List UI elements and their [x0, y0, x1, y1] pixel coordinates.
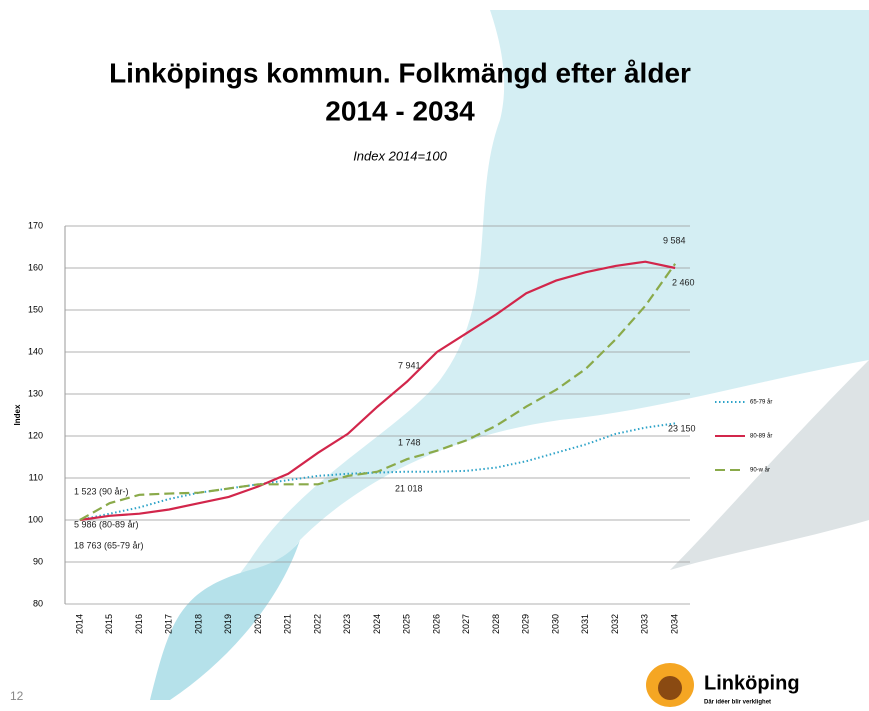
- logo: Linköping Där idéer blir verklighet: [646, 663, 800, 707]
- x-tick-label: 2031: [580, 614, 590, 634]
- x-tick-label: 2033: [640, 614, 650, 634]
- annotation: 23 150: [668, 423, 696, 433]
- x-tick-label: 2022: [312, 614, 322, 634]
- x-tick-label: 2025: [402, 614, 412, 634]
- annotation: 2 460: [672, 277, 695, 287]
- x-tick-label: 2032: [610, 614, 620, 634]
- y-tick-label: 130: [28, 388, 43, 398]
- x-tick-label: 2030: [550, 614, 560, 634]
- logo-name: Linköping: [704, 672, 800, 694]
- legend-label: 90-w år: [750, 467, 770, 474]
- x-tick-label: 2024: [372, 614, 382, 634]
- title: Linköpings kommun. Folkmängd efter ålder: [109, 57, 691, 88]
- x-tick-label: 2023: [342, 614, 352, 634]
- x-tick-label: 2017: [164, 614, 174, 634]
- annotation: 1 523 (90 år-): [74, 486, 129, 496]
- annotation: 7 941: [398, 360, 421, 370]
- annotation: 9 584: [663, 235, 686, 245]
- legend-label: 80-89 år: [750, 433, 772, 440]
- x-tick-label: 2019: [223, 614, 233, 634]
- subtitle: Index 2014=100: [353, 148, 447, 163]
- annotation: 21 018: [395, 483, 423, 493]
- logo-tagline: Där idéer blir verklighet: [704, 700, 771, 706]
- y-tick-label: 170: [28, 220, 43, 230]
- y-tick-label: 80: [33, 598, 43, 608]
- x-tick-label: 2015: [104, 614, 114, 634]
- x-tick-label: 2026: [431, 614, 441, 634]
- annotation: 18 763 (65-79 år): [74, 540, 144, 550]
- x-tick-label: 2034: [669, 614, 679, 634]
- y-tick-label: 160: [28, 262, 43, 272]
- annotation: 5 986 (80-89 år): [74, 519, 139, 529]
- slide: Linköpings kommun. Folkmängd efter ålder…: [0, 0, 869, 711]
- legend-label: 65-79 år: [750, 399, 772, 406]
- y-tick-label: 140: [28, 346, 43, 356]
- y-tick-label: 100: [28, 514, 43, 524]
- logo-icon: [658, 676, 682, 700]
- y-axis-label: Index: [13, 404, 22, 425]
- y-tick-label: 110: [29, 472, 43, 482]
- y-tick-label: 90: [33, 556, 43, 566]
- x-tick-label: 2020: [253, 614, 263, 634]
- y-tick-label: 120: [28, 430, 43, 440]
- x-tick-label: 2016: [134, 614, 144, 634]
- x-tick-label: 2021: [283, 614, 293, 634]
- x-tick-label: 2027: [461, 614, 471, 634]
- title: 2014 - 2034: [325, 95, 475, 126]
- x-tick-label: 2029: [521, 614, 531, 634]
- page-number: 12: [10, 689, 24, 703]
- x-tick-label: 2028: [491, 614, 501, 634]
- y-tick-label: 150: [28, 304, 43, 314]
- x-tick-label: 2014: [74, 614, 84, 634]
- annotation: 1 748: [398, 437, 421, 447]
- x-tick-label: 2018: [193, 614, 203, 634]
